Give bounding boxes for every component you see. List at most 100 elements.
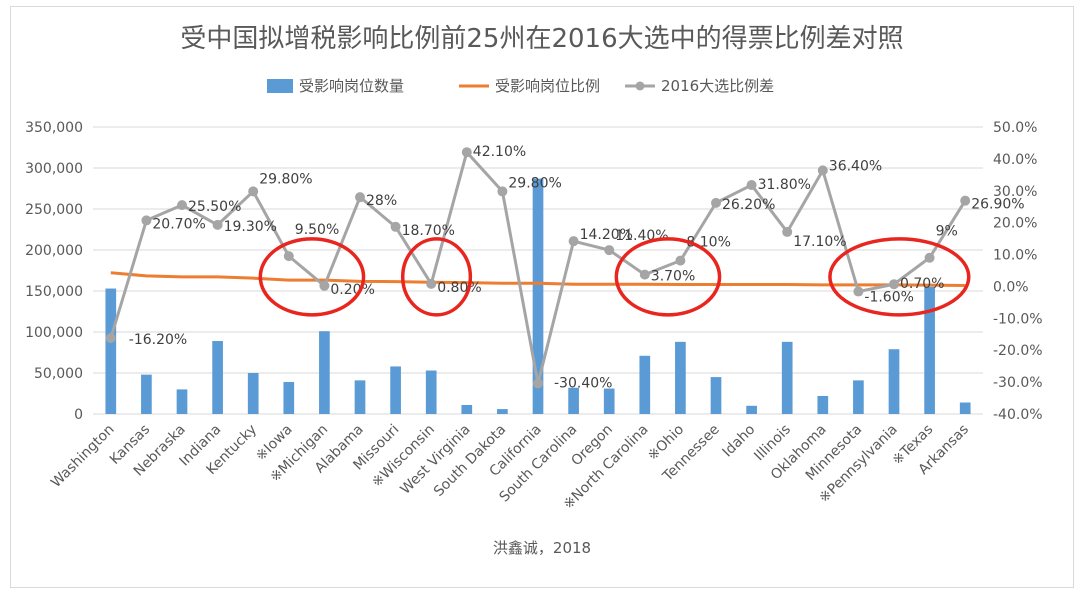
- point-vote-margin: [746, 180, 757, 191]
- point-vote-margin: [141, 215, 152, 226]
- bar: [497, 409, 508, 414]
- bar: [817, 395, 829, 414]
- data-label: -1.60%: [864, 290, 914, 306]
- bar: [532, 178, 544, 414]
- data-label: 26.20%: [722, 197, 775, 213]
- legend-item: 受影响岗位数量: [267, 77, 404, 95]
- data-label: -16.20%: [129, 332, 187, 348]
- line-affected-ratio: [110, 271, 966, 287]
- point-vote-margin: [248, 186, 259, 197]
- left-tick-label: 200,000: [25, 243, 83, 259]
- data-label: 17.10%: [793, 234, 846, 250]
- bar: [781, 341, 793, 414]
- data-label: 0.80%: [437, 280, 481, 296]
- right-tick-label: -40.0%: [993, 407, 1043, 423]
- line-series: [105, 147, 971, 389]
- point-vote-margin: [426, 278, 437, 289]
- point-vote-margin: [212, 219, 223, 230]
- bar-series: [105, 178, 971, 414]
- legend-marker: [635, 81, 645, 91]
- highlight-circle: [614, 237, 722, 317]
- data-labels: -16.20% 20.70%25.50% 19.30% 29.80% 9.50% 0.20…: [129, 144, 1025, 391]
- data-label: 19.30%: [224, 219, 277, 235]
- bar: [853, 380, 864, 414]
- data-label: 0.70%: [900, 276, 944, 292]
- highlight-circle: [400, 237, 473, 317]
- data-label: 31.80%: [758, 177, 811, 193]
- data-label: 18.70%: [402, 223, 455, 239]
- left-axis: 0 50,000 100,000 150,000 200,000 250,000 300,0…: [25, 120, 83, 423]
- right-tick-label: 10.0%: [993, 248, 1037, 264]
- point-vote-margin: [497, 186, 508, 197]
- point-vote-margin: [817, 165, 828, 176]
- bar: [461, 404, 473, 414]
- data-label: 14.20%: [580, 227, 633, 243]
- left-tick-label: 100,000: [25, 325, 83, 341]
- data-label: 28%: [366, 193, 397, 209]
- bar: [354, 380, 366, 414]
- right-tick-label: 20.0%: [993, 216, 1037, 232]
- left-tick-label: 300,000: [25, 161, 83, 177]
- highlight-circle: [828, 237, 971, 317]
- data-label: 29.80%: [259, 171, 312, 187]
- point-vote-margin: [390, 221, 401, 232]
- bar: [319, 331, 330, 414]
- legend-label: 受影响岗位比例: [495, 77, 600, 95]
- bar: [746, 405, 757, 414]
- chart-frame: 受中国拟增税影响比例前25州在2016大选中的得票比例差对照 受影响岗位数量 受影…: [10, 6, 1074, 588]
- bar: [959, 402, 971, 414]
- data-label: 36.40%: [829, 158, 882, 174]
- left-tick-label: 250,000: [25, 202, 83, 218]
- bar: [710, 377, 722, 414]
- bar: [176, 389, 188, 414]
- bar: [425, 370, 437, 414]
- right-tick-label: 50.0%: [993, 120, 1037, 136]
- legend-swatch: [267, 79, 293, 93]
- data-label: 42.10%: [473, 144, 526, 160]
- point-vote-margin: [319, 280, 330, 291]
- chart-title: 受中国拟增税影响比例前25州在2016大选中的得票比例差对照: [180, 24, 903, 54]
- point-vote-margin: [604, 245, 615, 256]
- x-axis-label: 洪鑫诚，2018: [493, 539, 591, 557]
- point-vote-margin: [283, 251, 294, 262]
- point-vote-margin: [533, 378, 543, 389]
- data-label: 25.50%: [188, 199, 241, 215]
- data-label: 29.80%: [508, 175, 561, 191]
- point-vote-margin: [105, 333, 116, 344]
- bar: [888, 349, 900, 414]
- data-label: 11.40%: [615, 228, 668, 244]
- point-vote-margin: [853, 286, 864, 297]
- bar: [603, 388, 615, 414]
- right-tick-label: -30.0%: [993, 375, 1043, 391]
- left-tick-label: 0: [74, 407, 83, 423]
- right-tick-label: 30.0%: [993, 184, 1037, 200]
- right-tick-label: 0.0%: [993, 279, 1029, 295]
- data-label: 9.50%: [295, 222, 339, 238]
- bar: [141, 374, 152, 414]
- bar: [390, 366, 401, 414]
- point-vote-margin: [782, 226, 793, 237]
- right-axis: -40.0% -30.0% -20.0% -10.0% 0.0% 10.0% 20.0% 30…: [993, 120, 1043, 423]
- highlight-circle: [258, 237, 366, 317]
- legend-label: 2016大选比例差: [661, 77, 774, 95]
- point-vote-margin: [639, 269, 650, 280]
- data-label: 3.70%: [651, 269, 695, 285]
- point-vote-margin: [960, 195, 971, 206]
- bar: [639, 355, 651, 414]
- legend-item: 受影响岗位比例: [459, 77, 600, 95]
- data-label: 20.70%: [152, 216, 205, 232]
- bar: [568, 387, 579, 414]
- point-vote-margin: [461, 147, 472, 158]
- point-vote-margin: [924, 252, 935, 263]
- bar: [247, 373, 259, 414]
- data-label: 26.90%: [971, 197, 1024, 213]
- bar: [105, 288, 117, 414]
- bar: [675, 341, 686, 414]
- x-axis: WashingtonKansasNebraskaIndianaKentucky※…: [48, 422, 972, 513]
- point-vote-margin: [675, 255, 686, 266]
- chart: 受中国拟增税影响比例前25州在2016大选中的得票比例差对照 受影响岗位数量 受影…: [25, 24, 1043, 557]
- left-tick-label: 150,000: [25, 284, 83, 300]
- point-vote-margin: [711, 197, 721, 208]
- legend-label: 受影响岗位数量: [299, 77, 404, 95]
- data-label: -30.40%: [554, 375, 612, 391]
